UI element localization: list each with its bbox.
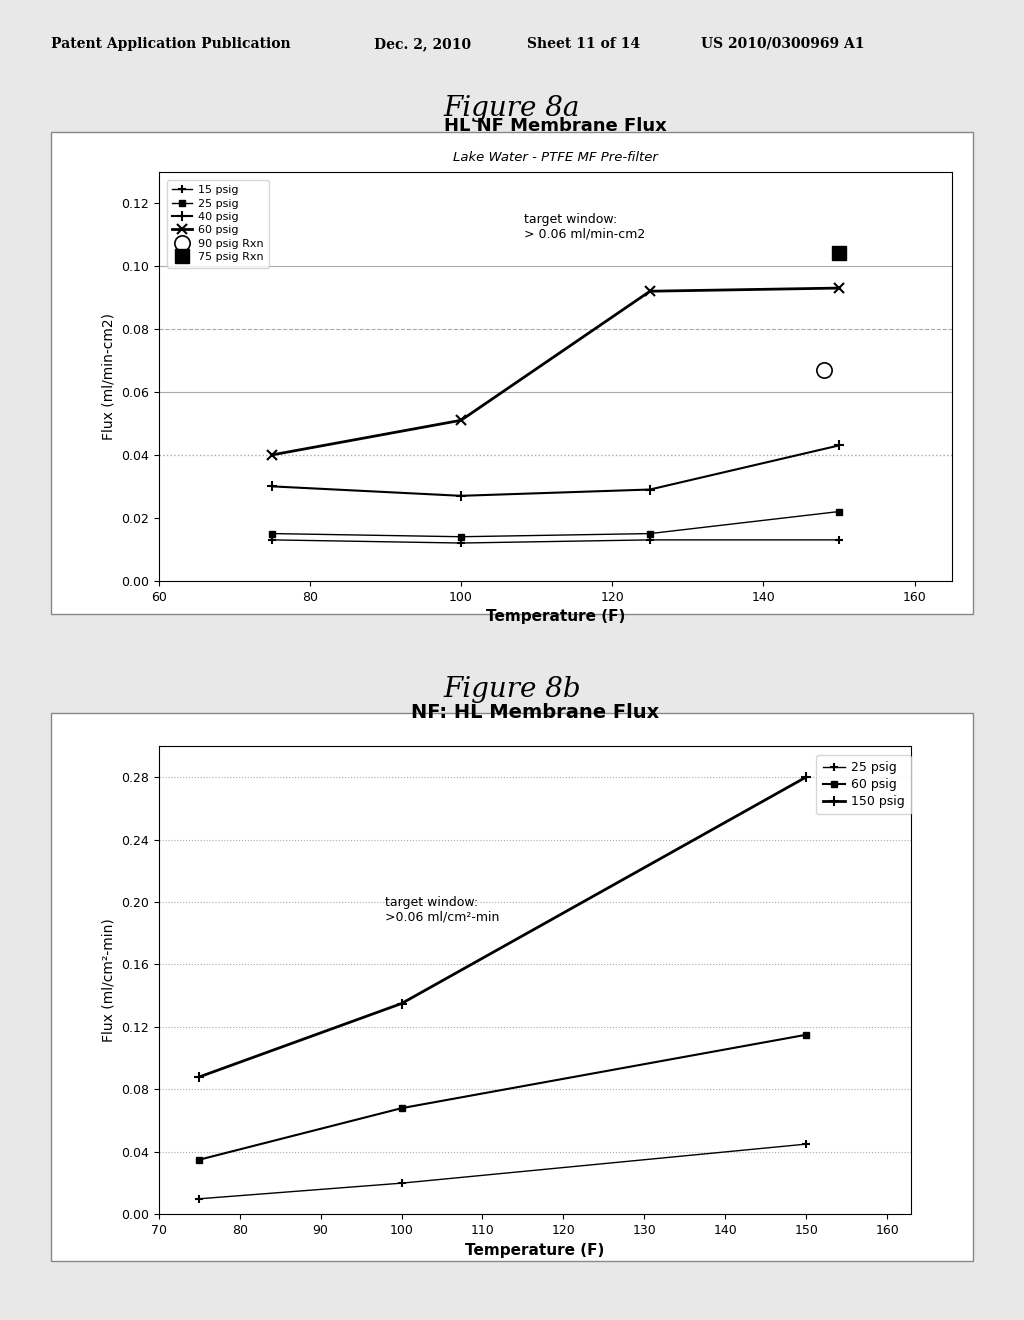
25 psig [644, 525, 656, 541]
Text: Figure 8b: Figure 8b [443, 676, 581, 704]
Text: HL NF Membrane Flux: HL NF Membrane Flux [444, 116, 667, 135]
Line: 60 psig: 60 psig [267, 284, 844, 459]
15 psig [833, 532, 845, 548]
Line: 60 psig: 60 psig [196, 1031, 810, 1163]
Text: Dec. 2, 2010: Dec. 2, 2010 [374, 37, 471, 51]
60 psig [395, 1101, 408, 1117]
Text: Sheet 11 of 14: Sheet 11 of 14 [527, 37, 640, 51]
60 psig [455, 412, 467, 428]
25 psig [455, 529, 467, 545]
150 psig [395, 995, 408, 1011]
60 psig [833, 280, 845, 296]
Line: 15 psig: 15 psig [268, 536, 843, 548]
Text: Figure 8a: Figure 8a [443, 95, 581, 123]
Text: target window:
>0.06 ml/cm²-min: target window: >0.06 ml/cm²-min [385, 896, 499, 924]
Text: NF: HL Membrane Flux: NF: HL Membrane Flux [411, 702, 659, 722]
15 psig [644, 532, 656, 548]
40 psig [833, 437, 845, 453]
40 psig [644, 482, 656, 498]
150 psig [194, 1069, 206, 1085]
X-axis label: Temperature (F): Temperature (F) [465, 1242, 605, 1258]
X-axis label: Temperature (F): Temperature (F) [485, 609, 626, 624]
Line: 25 psig: 25 psig [269, 508, 842, 540]
60 psig [266, 447, 279, 463]
Y-axis label: Flux (ml/cm²-min): Flux (ml/cm²-min) [101, 919, 116, 1041]
25 psig [266, 525, 279, 541]
Legend: 15 psig, 25 psig, 40 psig, 60 psig, 90 psig Rxn, 75 psig Rxn: 15 psig, 25 psig, 40 psig, 60 psig, 90 p… [167, 180, 269, 268]
40 psig [455, 488, 467, 504]
15 psig [266, 532, 279, 548]
60 psig [800, 1027, 812, 1043]
Line: 150 psig: 150 psig [195, 772, 811, 1082]
Text: target window:
> 0.06 ml/min-cm2: target window: > 0.06 ml/min-cm2 [524, 213, 645, 240]
15 psig [455, 535, 467, 550]
25 psig [395, 1175, 408, 1191]
Line: 25 psig: 25 psig [195, 1140, 810, 1203]
Text: Patent Application Publication: Patent Application Publication [51, 37, 291, 51]
25 psig [833, 504, 845, 520]
Y-axis label: Flux (ml/min-cm2): Flux (ml/min-cm2) [101, 313, 116, 440]
Text: US 2010/0300969 A1: US 2010/0300969 A1 [701, 37, 865, 51]
60 psig [644, 284, 656, 300]
Text: Lake Water - PTFE MF Pre-filter: Lake Water - PTFE MF Pre-filter [453, 152, 658, 165]
150 psig [800, 770, 812, 785]
60 psig [194, 1152, 206, 1168]
Legend: 25 psig, 60 psig, 150 psig: 25 psig, 60 psig, 150 psig [816, 755, 911, 814]
40 psig [266, 478, 279, 494]
Line: 40 psig: 40 psig [267, 441, 844, 500]
25 psig [194, 1191, 206, 1206]
25 psig [800, 1137, 812, 1152]
